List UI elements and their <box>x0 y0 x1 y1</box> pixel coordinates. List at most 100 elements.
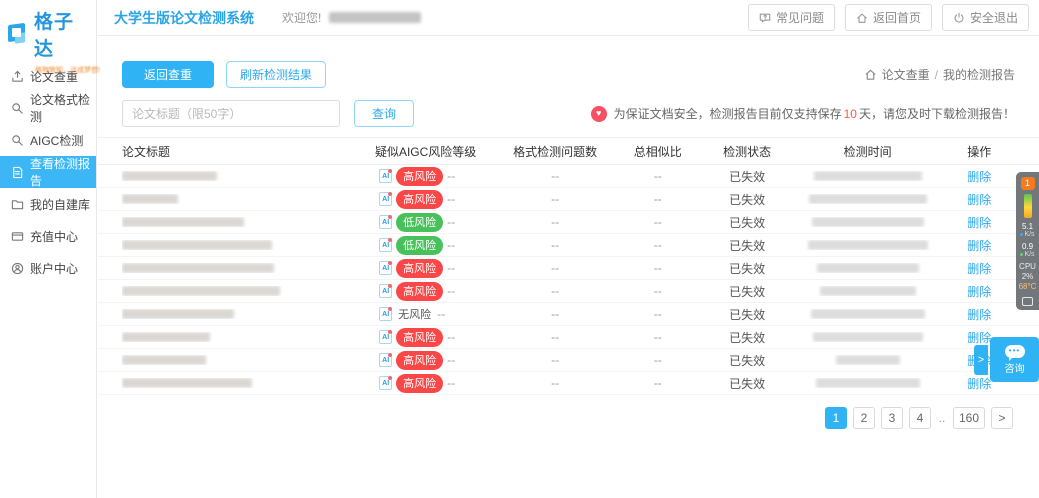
aigc-report-icon[interactable]: AI <box>379 169 393 183</box>
table-row: AI 高风险 -- -- -- 已失效 删除 <box>98 165 1039 188</box>
aigc-extra: -- <box>447 353 456 367</box>
refresh-results-button[interactable]: 刷新检测结果 <box>226 61 327 88</box>
col-header-aigc-risk: 疑似AIGC风险等级 <box>374 144 477 159</box>
toolbar: 返回查重 刷新检测结果 论文查重 / 我的检测报告 <box>98 37 1039 88</box>
chat-widget: > ••• 咨询 <box>974 337 1039 382</box>
next-page-button[interactable]: > <box>991 407 1013 429</box>
risk-badge: 高风险 <box>396 258 444 278</box>
delete-link[interactable]: 删除 <box>967 330 992 345</box>
sidebar-item-my-library[interactable]: 我的自建库 <box>0 188 96 220</box>
back-to-check-button[interactable]: 返回查重 <box>122 61 215 88</box>
risk-badge: 高风险 <box>396 327 444 347</box>
similarity-value: -- <box>653 353 662 367</box>
chat-consult-button[interactable]: ••• 咨询 <box>990 337 1039 382</box>
sidebar-item-paper-check[interactable]: 论文查重 <box>0 60 96 92</box>
delete-link[interactable]: 删除 <box>967 215 992 230</box>
account-icon <box>11 262 24 274</box>
status-value: 已失效 <box>729 376 766 391</box>
format-issues-value: -- <box>551 261 560 275</box>
aigc-report-icon[interactable]: AI <box>379 192 393 206</box>
brand-logo[interactable]: 格子达 格物致知，达成梦想! <box>0 0 100 74</box>
cpu-usage: 2% <box>1021 272 1034 281</box>
aigc-extra: -- <box>447 192 456 206</box>
similarity-value: -- <box>653 330 662 344</box>
delete-link[interactable]: 删除 <box>967 192 992 207</box>
status-value: 已失效 <box>729 215 766 230</box>
sidebar-item-view-reports[interactable]: 查看检测报告 <box>0 156 96 188</box>
sidebar-item-aigc-check[interactable]: AIGC检测 <box>0 124 96 156</box>
paper-title-search-input[interactable] <box>122 100 340 127</box>
risk-badge: 低风险 <box>396 235 444 255</box>
status-value: 已失效 <box>729 238 766 253</box>
back-home-button[interactable]: 返回首页 <box>844 4 932 31</box>
logout-button[interactable]: 安全退出 <box>941 4 1029 31</box>
query-button[interactable]: 查询 <box>354 100 415 127</box>
system-monitor-widget[interactable]: 1 5.1 K/s 0.9 K/s CPU 2% 68°C <box>1016 172 1039 310</box>
aigc-report-icon[interactable]: AI <box>379 215 393 229</box>
retention-notice: ♥ 为保证文档安全，检测报告目前仅支持保存 10 天，请您及时下载检测报告！ <box>590 105 1015 122</box>
page-button-160[interactable]: 160 <box>952 407 985 429</box>
welcome-text: 欢迎您! <box>282 11 322 25</box>
paper-title-redacted <box>122 378 252 388</box>
page-button-4[interactable]: 4 <box>908 407 931 429</box>
paper-title-redacted <box>122 309 234 319</box>
aigc-extra: -- <box>437 307 446 321</box>
sidebar-item-label: 查看检测报告 <box>30 157 91 188</box>
chat-label: 咨询 <box>1004 363 1025 375</box>
similarity-value: -- <box>653 284 662 298</box>
delete-link[interactable]: 删除 <box>967 284 992 299</box>
sidebar-item-label: 充值中心 <box>30 229 79 244</box>
cpu-label: CPU <box>1019 262 1036 271</box>
breadcrumb-separator: / <box>934 67 938 82</box>
page-button-1[interactable]: 1 <box>824 407 847 429</box>
page-button-2[interactable]: 2 <box>852 407 875 429</box>
aigc-report-icon[interactable]: AI <box>379 261 393 275</box>
aigc-report-icon[interactable]: AI <box>379 376 393 390</box>
sidebar-item-label: 账户中心 <box>30 261 79 276</box>
aigc-report-icon[interactable]: AI <box>379 307 393 321</box>
upload-dot-icon <box>1020 253 1024 256</box>
notice-text: 为保证文档安全，检测报告目前仅支持保存 10 天，请您及时下载检测报告！ <box>613 107 1015 121</box>
time-redacted <box>819 286 916 296</box>
aigc-report-icon[interactable]: AI <box>379 238 393 252</box>
format-issues-value: -- <box>551 215 560 229</box>
delete-link[interactable]: 删除 <box>967 307 992 322</box>
faq-button[interactable]: 常见问题 <box>747 4 835 31</box>
risk-badge: 无风险 <box>398 309 432 321</box>
paper-title-redacted <box>122 286 280 296</box>
sidebar-item-format-check[interactable]: 论文格式检测 <box>0 92 96 124</box>
format-issues-value: -- <box>551 330 560 344</box>
sidebar-item-account-center[interactable]: 账户中心 <box>0 252 96 284</box>
breadcrumb-item-my-reports: 我的检测报告 <box>942 68 1015 82</box>
delete-link[interactable]: 删除 <box>967 261 992 276</box>
breadcrumb-item-paper-check[interactable]: 论文查重 <box>881 68 930 82</box>
delete-link[interactable]: 删除 <box>967 238 992 253</box>
delete-link[interactable]: 删除 <box>967 169 992 184</box>
aigc-extra: -- <box>447 330 456 344</box>
format-issues-value: -- <box>551 284 560 298</box>
chat-collapse-tab[interactable]: > <box>974 344 988 375</box>
download-dot-icon <box>1020 233 1024 236</box>
aigc-report-icon[interactable]: AI <box>379 353 393 367</box>
breadcrumb: 论文查重 / 我的检测报告 <box>864 66 1015 83</box>
notice-days-highlight: 10 <box>843 107 857 121</box>
monitor-gradient-bar <box>1023 194 1032 218</box>
aigc-extra: -- <box>447 284 456 298</box>
aigc-report-icon[interactable]: AI <box>379 284 393 298</box>
paper-title-redacted <box>122 263 274 273</box>
similarity-value: -- <box>653 307 662 321</box>
main-content: 返回查重 刷新检测结果 论文查重 / 我的检测报告 查询 ♥ 为保证文档安全，检… <box>98 37 1039 498</box>
format-issues-value: -- <box>551 376 560 390</box>
delete-link[interactable]: 删除 <box>967 376 992 391</box>
table-row: AI 低风险 -- -- -- 已失效 删除 <box>98 234 1039 257</box>
page-button-3[interactable]: 3 <box>880 407 903 429</box>
sidebar-item-recharge-center[interactable]: 充值中心 <box>0 220 96 252</box>
aigc-extra: -- <box>447 261 456 275</box>
sidebar-menu: 论文查重 论文格式检测 AIGC检测 查看检测报告 我的自建库 充值中心 账户中… <box>0 60 96 284</box>
format-issues-value: -- <box>551 192 560 206</box>
col-header-status: 检测状态 <box>723 144 772 159</box>
aigc-report-icon[interactable]: AI <box>379 330 393 344</box>
status-value: 已失效 <box>729 330 766 345</box>
time-redacted <box>810 309 925 319</box>
brand-name: 格子达 <box>34 12 75 60</box>
